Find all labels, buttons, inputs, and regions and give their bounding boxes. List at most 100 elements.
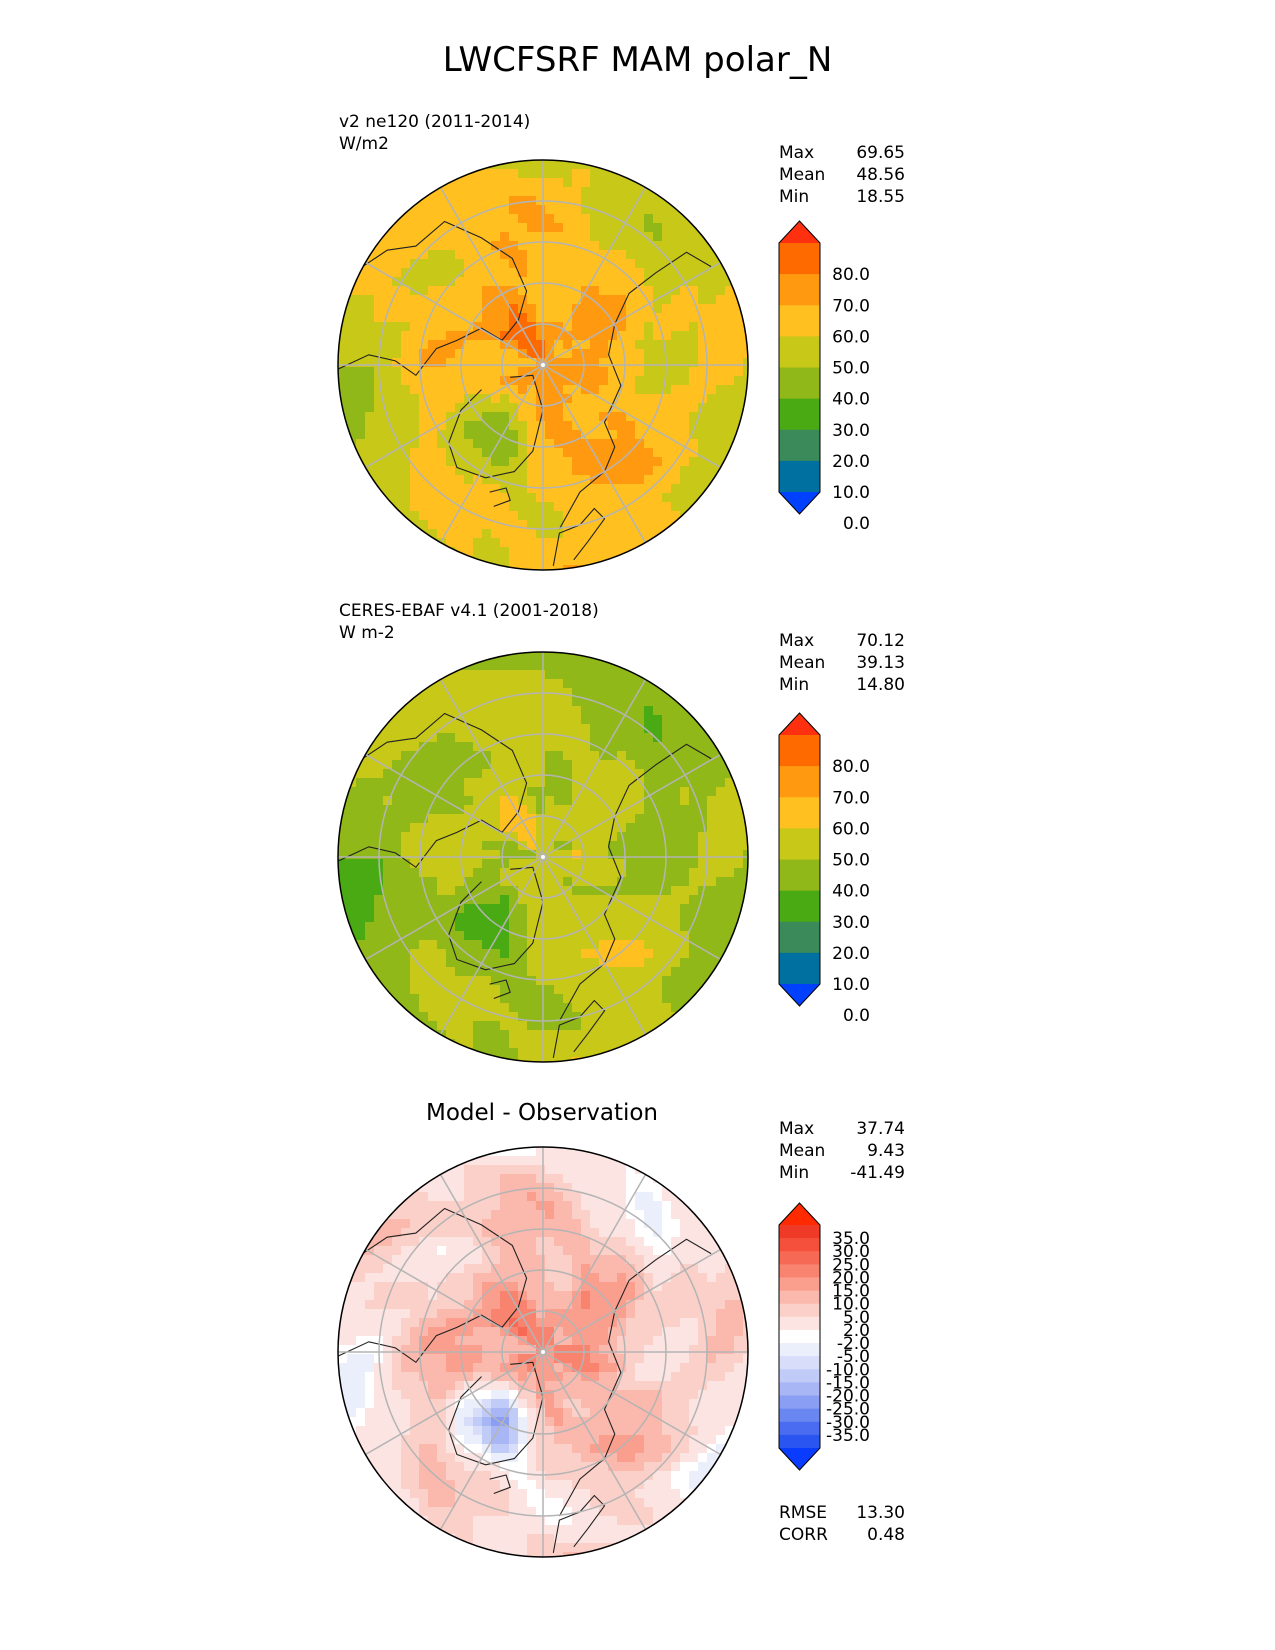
field-cell [563,769,573,779]
field-cell [482,367,492,377]
field-cell [590,868,600,878]
field-cell [653,904,663,914]
field-cell [464,340,474,350]
field-cell [527,304,537,314]
field-cell [527,1165,537,1175]
field-cell [581,1048,591,1058]
field-cell [536,1309,546,1319]
field-cell [509,715,519,725]
field-cell [590,214,600,224]
field-cell [455,205,465,215]
field-cell [644,511,654,521]
field-cell [500,169,510,179]
field-cell [356,349,366,359]
field-cell [410,1021,420,1031]
field-cell [689,457,699,467]
field-cell [392,895,402,905]
field-cell [680,733,690,743]
field-cell [419,796,429,806]
field-cell [464,1192,474,1202]
field-cell [590,751,600,761]
field-cell [644,1282,654,1292]
field-cell [698,796,708,806]
field-cell [383,340,393,350]
field-cell [725,1300,735,1310]
field-cell [608,547,618,557]
field-cell [680,493,690,503]
field-cell [392,841,402,851]
field-cell [446,823,456,833]
field-cell [554,556,564,566]
field-cell [698,715,708,725]
field-cell [455,895,465,905]
field-cell [536,286,546,296]
field-cell [500,877,510,887]
field-cell [680,484,690,494]
field-cell [464,439,474,449]
field-cell [545,1147,555,1157]
field-cell [590,484,600,494]
field-cell [482,940,492,950]
field-cell [527,976,537,986]
field-cell [365,259,375,269]
field-cell [500,1003,510,1013]
field-cell [455,967,465,977]
colorbar-tick-label: 0.0 [843,514,870,534]
field-cell [581,1264,591,1274]
field-cell [563,787,573,797]
field-cell [599,403,609,413]
field-cell [401,1417,411,1427]
field-cell [698,1228,708,1238]
field-cell [473,859,483,869]
field-cell [401,1336,411,1346]
field-cell [698,331,708,341]
field-cell [554,1237,564,1247]
field-cell [644,295,654,305]
field-cell [401,304,411,314]
field-cell [644,688,654,698]
field-cell [617,1282,627,1292]
field-cell [365,340,375,350]
field-cell [509,439,519,449]
field-cell [464,304,474,314]
field-cell [635,1372,645,1382]
field-cell [491,187,501,197]
field-cell [581,715,591,725]
field-cell [599,241,609,251]
field-cell [680,196,690,206]
field-cell [437,985,447,995]
field-cell [500,913,510,923]
field-cell [410,1219,420,1229]
field-cell [572,1282,582,1292]
field-cell [482,688,492,698]
field-cell [518,877,528,887]
field-cell [527,886,537,896]
field-cell [554,196,564,206]
field-cell [392,913,402,923]
field-cell [698,877,708,887]
field-cell [716,475,726,485]
field-cell [392,1417,402,1427]
metric-value: 0.48 [867,1525,905,1545]
field-cell [428,520,438,530]
field-cell [419,367,429,377]
field-cell [590,958,600,968]
field-cell [500,259,510,269]
field-cell [338,394,348,404]
colorbar-band [779,952,820,985]
field-cell [608,769,618,779]
field-cell [500,232,510,242]
field-cell [554,823,564,833]
field-cell [554,511,564,521]
field-cell [743,295,748,305]
field-cell [536,1003,546,1013]
field-cell [608,1336,618,1346]
field-cell [410,331,420,341]
field-cell [392,241,402,251]
field-cell [626,805,636,815]
field-cell [410,1336,420,1346]
field-cell [482,295,492,305]
field-cell [509,841,519,851]
field-cell [518,967,528,977]
field-cell [527,1219,537,1229]
